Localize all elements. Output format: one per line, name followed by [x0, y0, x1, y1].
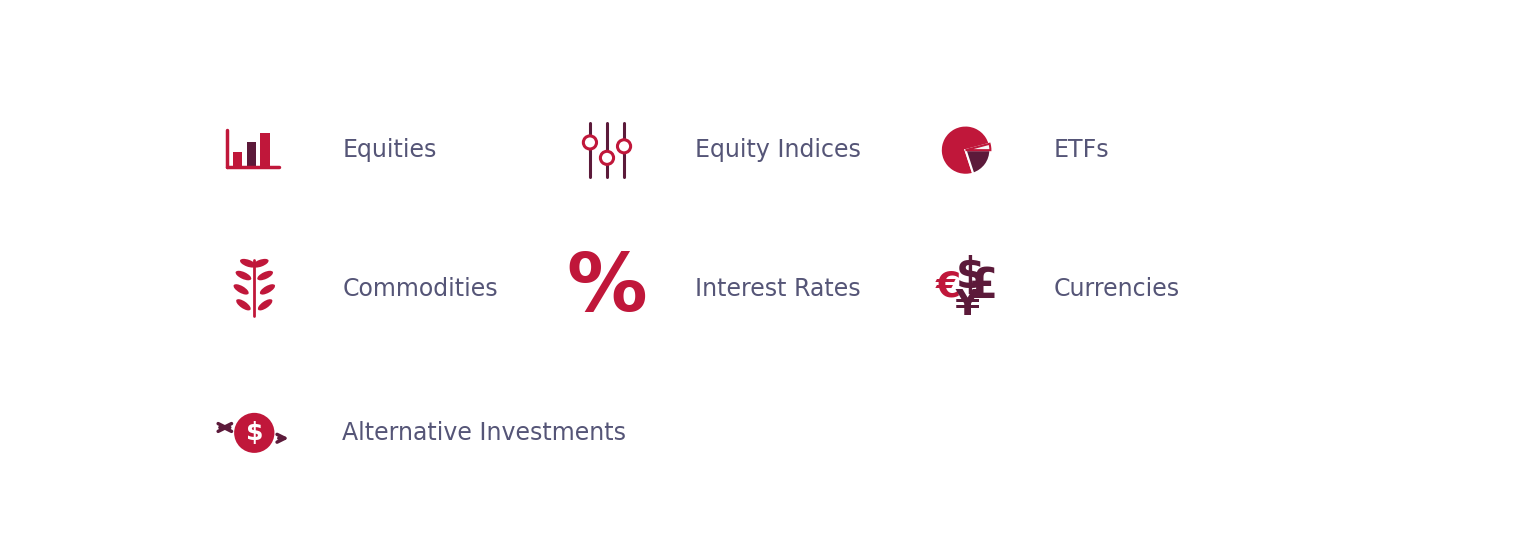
Text: €: €	[936, 269, 962, 304]
Text: %: %	[567, 250, 648, 328]
Text: Equities: Equities	[343, 138, 437, 162]
Bar	[247, 142, 256, 167]
Ellipse shape	[240, 259, 256, 267]
Ellipse shape	[601, 151, 613, 164]
Text: £: £	[968, 265, 997, 307]
Text: ETFs: ETFs	[1054, 138, 1109, 162]
Bar	[232, 152, 241, 167]
Ellipse shape	[234, 413, 275, 453]
Text: ¥: ¥	[954, 288, 980, 322]
Text: $: $	[956, 254, 985, 296]
Text: Commodities: Commodities	[343, 277, 498, 301]
Ellipse shape	[259, 284, 275, 295]
Ellipse shape	[234, 284, 249, 295]
Ellipse shape	[258, 299, 273, 310]
Wedge shape	[941, 125, 989, 175]
Text: Currencies: Currencies	[1054, 277, 1180, 301]
Ellipse shape	[617, 140, 631, 153]
Ellipse shape	[237, 299, 250, 310]
Ellipse shape	[252, 259, 269, 267]
Text: $: $	[246, 421, 262, 445]
Ellipse shape	[584, 136, 596, 149]
Bar	[261, 133, 270, 167]
Text: Equity Indices: Equity Indices	[695, 138, 862, 162]
Ellipse shape	[235, 271, 252, 280]
Wedge shape	[965, 150, 991, 174]
Ellipse shape	[258, 271, 273, 280]
Text: Interest Rates: Interest Rates	[695, 277, 860, 301]
Wedge shape	[965, 144, 991, 150]
Text: Alternative Investments: Alternative Investments	[343, 421, 627, 445]
